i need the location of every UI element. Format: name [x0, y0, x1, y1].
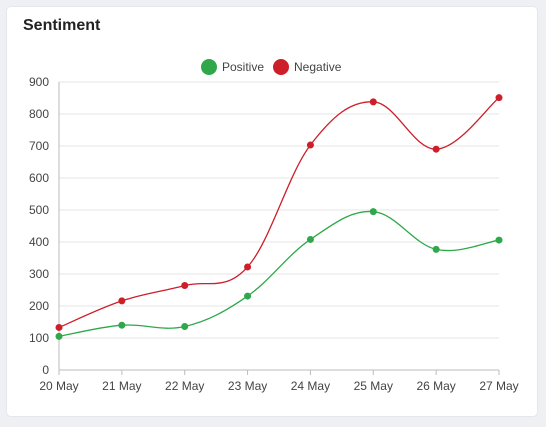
data-point-positive[interactable]	[306, 235, 314, 243]
data-point-positive[interactable]	[181, 322, 189, 330]
data-point-positive[interactable]	[244, 292, 252, 300]
y-tick-label: 600	[29, 171, 49, 185]
data-point-positive[interactable]	[495, 236, 503, 244]
x-tick-label: 24 May	[291, 379, 330, 393]
data-point-positive[interactable]	[118, 321, 126, 329]
data-point-negative[interactable]	[244, 263, 252, 271]
data-point-positive[interactable]	[432, 245, 440, 253]
data-point-negative[interactable]	[118, 297, 126, 305]
legend-item-positive[interactable]: Positive	[201, 59, 264, 75]
x-tick-label: 23 May	[228, 379, 267, 393]
data-point-positive[interactable]	[369, 208, 377, 216]
series-line-positive	[58, 210, 500, 338]
data-point-negative[interactable]	[369, 98, 377, 106]
grid-lines	[59, 81, 499, 339]
data-point-positive[interactable]	[55, 332, 63, 340]
x-tick-label: 22 May	[165, 379, 204, 393]
y-tick-label: 400	[29, 235, 49, 249]
data-point-negative[interactable]	[181, 282, 189, 290]
y-tick-label: 900	[29, 75, 49, 89]
sentiment-card: Sentiment	[7, 7, 537, 416]
y-tick-label: 700	[29, 139, 49, 153]
y-tick-label: 300	[29, 267, 49, 281]
y-tick-label: 100	[29, 331, 49, 345]
legend-label-positive: Positive	[222, 60, 264, 74]
legend-label-negative: Negative	[294, 60, 342, 74]
data-point-negative[interactable]	[306, 141, 314, 149]
x-tick-label: 26 May	[416, 379, 455, 393]
x-tick-label: 25 May	[354, 379, 393, 393]
series-line-negative	[58, 97, 500, 329]
y-tick-label: 800	[29, 107, 49, 121]
x-tick-label: 20 May	[39, 379, 78, 393]
data-point-negative[interactable]	[432, 145, 440, 153]
y-tick-label: 0	[42, 363, 49, 377]
series-lines	[58, 97, 500, 338]
y-tick-label: 200	[29, 299, 49, 313]
data-point-negative[interactable]	[495, 94, 503, 102]
y-tick-label: 500	[29, 203, 49, 217]
legend[interactable]: Positive Negative	[201, 59, 342, 75]
x-tick-label: 27 May	[479, 379, 518, 393]
card-title: Sentiment	[23, 17, 101, 34]
x-tick-label: 21 May	[102, 379, 141, 393]
axes: 0 100 200 300 400 500 600 700 800 900 20 May 21 May…	[29, 75, 519, 393]
legend-marker-positive	[201, 59, 217, 75]
data-point-negative[interactable]	[55, 323, 63, 331]
legend-marker-negative	[273, 59, 289, 75]
legend-item-negative[interactable]: Negative	[273, 59, 342, 75]
data-points	[55, 94, 503, 340]
